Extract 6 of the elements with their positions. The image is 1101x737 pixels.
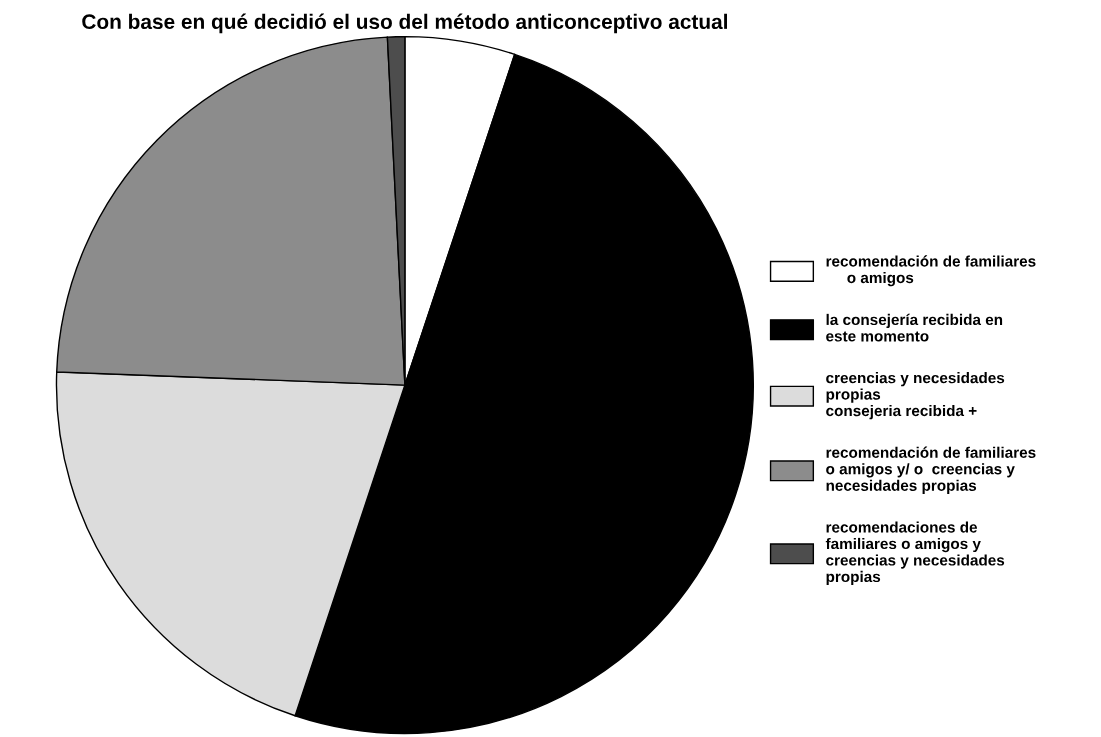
legend-label: recomendación de familiares o amigos y/ o creencias y necesidades propias <box>826 446 1036 494</box>
legend-label: recomendaciones de familiares o amigos y creencias y necesidades propias <box>825 521 1005 586</box>
chart-title: Con base en qué decidió el uso del método anticonceptivo actual <box>82 13 727 34</box>
legend-label: la consejería recibida en este momento <box>826 313 1003 342</box>
legend-label: recomendación de familiares o amigos <box>826 255 1036 287</box>
legend-label: creencias y necesidades propias consejeria recibida + <box>826 372 1005 420</box>
